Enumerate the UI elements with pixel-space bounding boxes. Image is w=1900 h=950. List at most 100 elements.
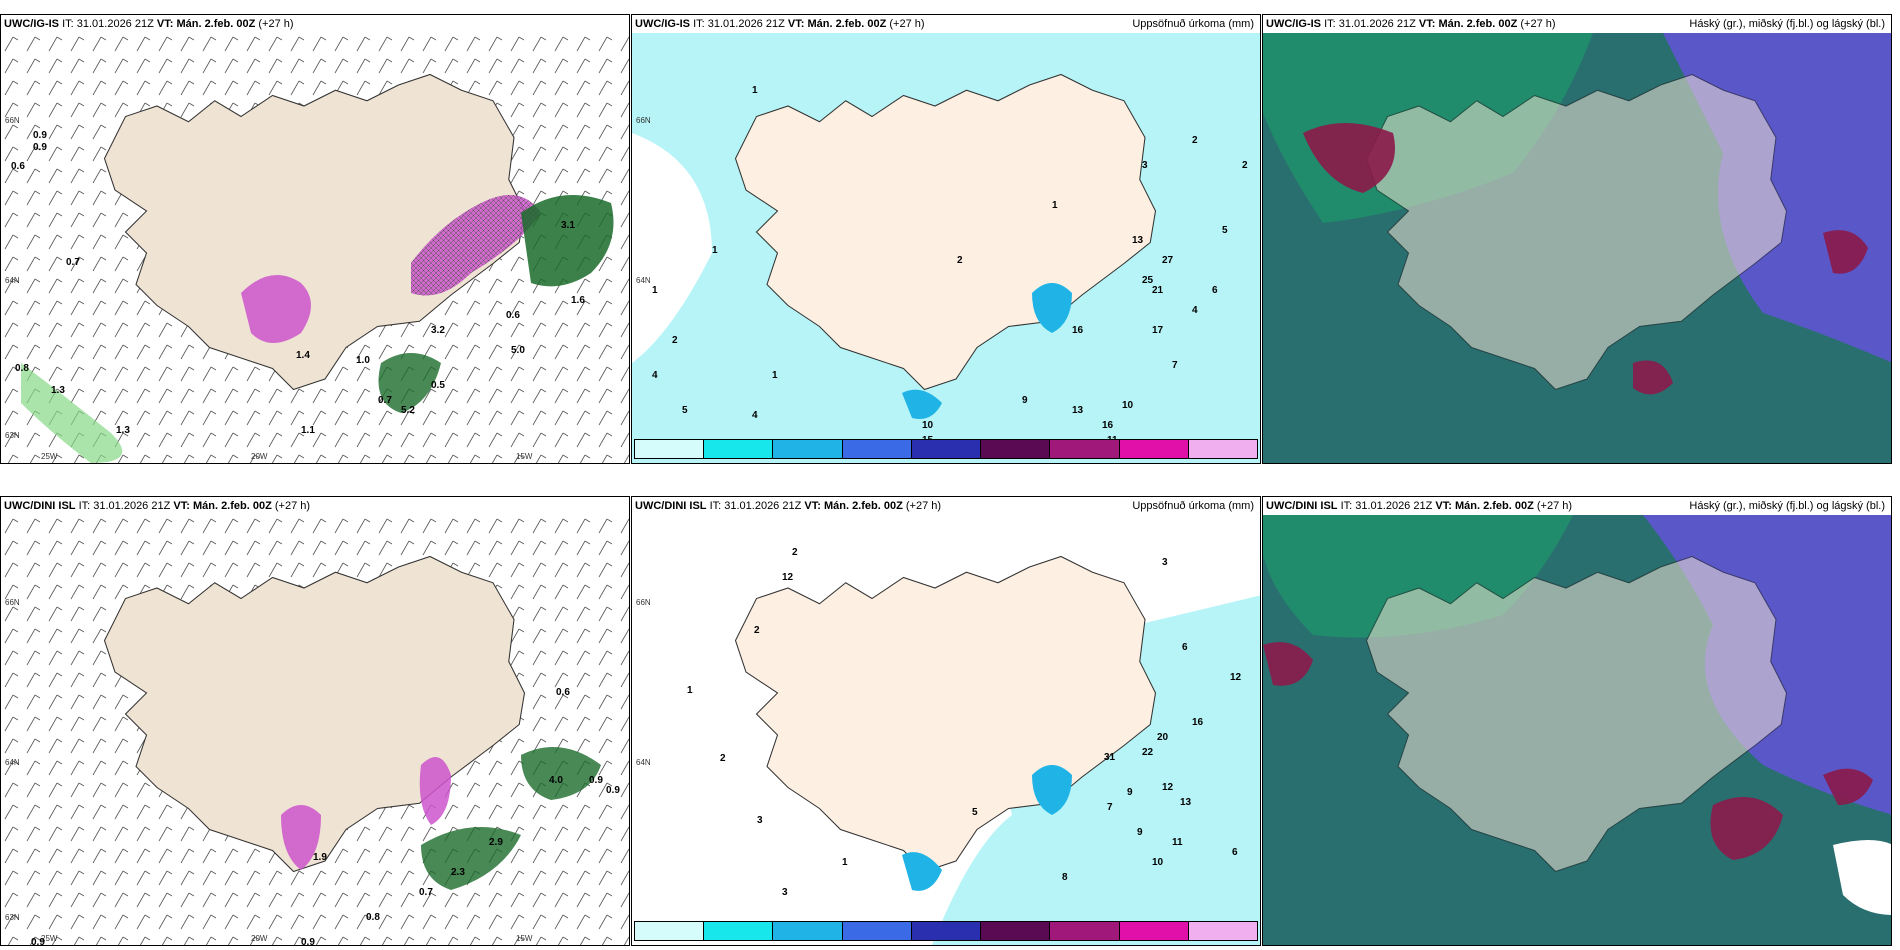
value-label: 7 (1172, 360, 1178, 371)
value-label: 5.0 (511, 345, 525, 356)
colorbar-tick: 1 (637, 462, 642, 463)
cloud-overlap-area (1710, 797, 1783, 860)
model-name: UWC/DINI ISL (1266, 500, 1338, 512)
axis-label: 25W (41, 934, 58, 943)
value-label: 1.9 (313, 852, 327, 863)
colorbar-segment: 50 (842, 440, 912, 463)
model-name: UWC/IG-IS (4, 18, 59, 30)
lead-time: (+27 h) (1520, 18, 1556, 30)
rain-area (421, 827, 521, 890)
vt-value: Mán. 2.feb. 00Z (807, 18, 887, 30)
colorbar-tick: 100 (983, 462, 998, 463)
colorbar-segment: 150 (1050, 922, 1120, 945)
colorbar-segment: 200 (1119, 440, 1189, 463)
value-label: 1 (752, 85, 758, 96)
value-label: 0.8 (366, 912, 380, 923)
axis-label: 66N (636, 598, 651, 607)
rain-light-area (21, 363, 123, 463)
value-label: 11 (1172, 837, 1183, 848)
cloud-overlap-area (1823, 768, 1873, 805)
panel-header: UWC/IG-IS IT: 31.01.2026 21Z VT: Mán. 2.… (4, 18, 623, 30)
value-label: 1.0 (356, 355, 370, 366)
value-label: 12 (1162, 782, 1174, 793)
model-name: UWC/IG-IS (635, 18, 690, 30)
value-label: 0.9 (606, 785, 620, 796)
colorbar-tick: 50 (845, 462, 855, 463)
colorbar-tick: 10 (706, 462, 716, 463)
precip-area (902, 389, 942, 419)
colorbar-tick: 75 (914, 944, 924, 945)
panel-title: Háský (gr.), miðský (fj.bl.) og lágský (… (1689, 500, 1885, 512)
it-value: 31.01.2026 21Z (1338, 18, 1416, 30)
it-value: 31.01.2026 21Z (724, 500, 802, 512)
value-label: 20 (1157, 732, 1169, 743)
value-label: 1 (712, 245, 718, 256)
precip-area (1032, 283, 1072, 333)
precip-area (902, 852, 942, 891)
it-value: 31.01.2026 21Z (76, 18, 154, 30)
panel-title: Uppsöfnuð úrkoma (mm) (1132, 500, 1254, 512)
axis-label: 66N (636, 116, 651, 125)
colorbar-tick: 75 (914, 462, 924, 463)
colorbar-segment: 150 (1050, 440, 1120, 463)
colorbar-segment: 50 (842, 922, 912, 945)
vt-value: Mán. 2.feb. 00Z (823, 500, 903, 512)
axis-label: 63N (5, 431, 20, 440)
it-label: IT: (62, 18, 74, 30)
value-label: 16 (1192, 717, 1204, 728)
vt-value: Mán. 2.feb. 00Z (192, 500, 272, 512)
value-label: 8 (1062, 872, 1068, 883)
value-label: 2 (720, 753, 726, 764)
value-label: 6 (1182, 642, 1188, 653)
colorbar-segment: 400 (1188, 922, 1257, 945)
vt-label: VT: (1418, 18, 1436, 30)
colorbar-segment: 1 (635, 922, 705, 945)
value-label: 1.4 (296, 350, 310, 361)
value-label: 22 (1142, 747, 1154, 758)
panel-p1-wind-snow: UWC/IG-IS IT: 31.01.2026 21Z VT: Mán. 2.… (0, 14, 630, 464)
value-label: 12 (1230, 672, 1242, 683)
axis-label: 20W (251, 934, 268, 943)
value-label: 3.1 (561, 220, 575, 231)
map-canvas (1263, 33, 1891, 463)
colorbar-segment: 100 (981, 440, 1051, 463)
precip-area (1032, 765, 1072, 815)
axis-label: 20W (251, 452, 268, 461)
value-label: 4 (1192, 305, 1198, 316)
panel-header: UWC/IG-IS IT: 31.01.2026 21Z VT: Mán. 2.… (635, 18, 1254, 30)
colorbar-segment: 25 (773, 440, 843, 463)
colorbar-tick: 50 (845, 944, 855, 945)
value-label: 16 (1072, 325, 1084, 336)
it-value: 31.01.2026 21Z (707, 18, 785, 30)
snow-area (281, 805, 321, 870)
colorbar-segment: 25 (773, 922, 843, 945)
vt-label: VT: (156, 18, 174, 30)
value-label: 2 (1192, 135, 1198, 146)
panel-header: UWC/DINI ISL IT: 31.01.2026 21Z VT: Mán.… (1266, 500, 1885, 512)
value-label: 13 (1132, 235, 1144, 246)
value-label: 4 (652, 370, 658, 381)
cloud-overlap-area (1633, 360, 1673, 395)
clear-sky-area (1833, 840, 1891, 915)
value-label: 2 (672, 335, 678, 346)
colorbar-tick: 25 (775, 944, 785, 945)
map-canvas: 66N 64N 2 3 12 2 1 3 2 6 12 16 20 31 22 … (632, 515, 1260, 945)
value-label: 0.9 (31, 937, 45, 945)
colorbar-segment: 10 (704, 440, 774, 463)
value-label: 0.5 (431, 380, 445, 391)
value-label: 6 (1232, 847, 1238, 858)
value-label: 5 (682, 405, 688, 416)
colorbar-segment: 75 (911, 440, 982, 463)
snow-area (241, 275, 311, 343)
colorbar-tick: 400 (1191, 944, 1206, 945)
colorbar-tick: 200 (1122, 944, 1137, 945)
value-label: 13 (1180, 797, 1192, 808)
value-label: 2 (957, 255, 963, 266)
axis-label: 64N (636, 758, 651, 767)
axis-label: 66N (5, 116, 20, 125)
value-label: 5 (1222, 225, 1228, 236)
value-label: 9 (1127, 787, 1133, 798)
value-label: 3 (782, 887, 788, 898)
value-label: 5 (972, 807, 978, 818)
colorbar-tick: 200 (1122, 462, 1137, 463)
